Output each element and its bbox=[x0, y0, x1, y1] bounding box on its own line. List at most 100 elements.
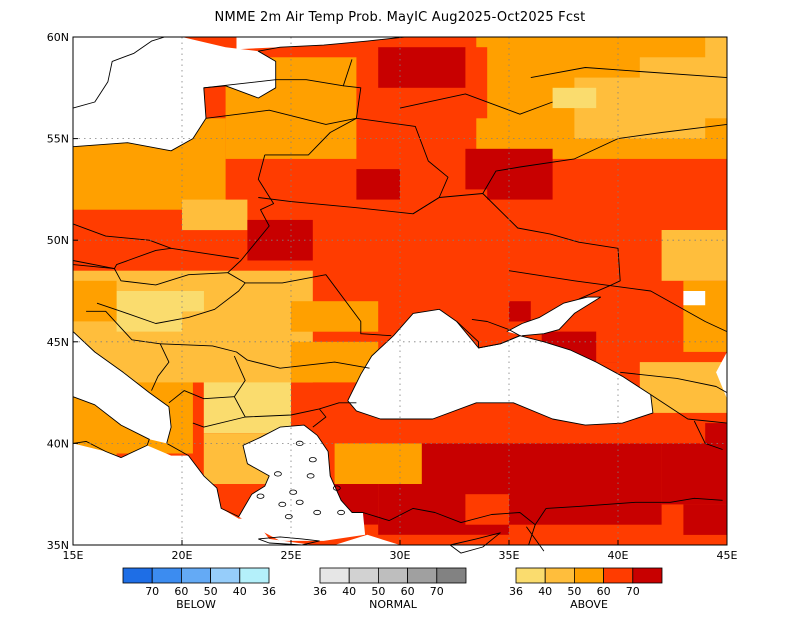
border-line bbox=[347, 308, 654, 426]
island-outline bbox=[308, 457, 317, 463]
legend-value: 70 bbox=[430, 585, 444, 598]
border-line bbox=[72, 223, 172, 249]
sea-area bbox=[73, 331, 172, 444]
border-line bbox=[205, 109, 357, 125]
probability-cell bbox=[661, 230, 727, 281]
island-outline bbox=[295, 440, 304, 446]
x-tick-label: 45E bbox=[717, 549, 738, 562]
latitude-ticks: 35N 40N 45N 50N 55N 60N bbox=[47, 31, 78, 552]
map-title: NMME 2m Air Temp Prob. MayIC Aug2025-Oct… bbox=[214, 10, 586, 25]
sea-areas bbox=[73, 37, 727, 545]
border-line bbox=[456, 318, 521, 349]
legend-below: 70 60 50 40 36 BELOW bbox=[122, 567, 276, 611]
island-outline bbox=[313, 509, 322, 516]
legend-value: 60 bbox=[597, 585, 611, 598]
legend-value: 50 bbox=[204, 585, 218, 598]
legend-value: 36 bbox=[262, 585, 276, 598]
border-line bbox=[312, 408, 327, 428]
y-tick-label: 40N bbox=[47, 437, 69, 450]
legend-swatch bbox=[239, 567, 270, 584]
border-line bbox=[316, 435, 536, 546]
sea-area bbox=[506, 297, 601, 336]
legend-swatch bbox=[544, 567, 575, 584]
legend-value: 70 bbox=[145, 585, 159, 598]
border-line bbox=[72, 331, 172, 444]
probability-cell bbox=[509, 443, 662, 525]
probability-cell bbox=[683, 504, 727, 535]
border-line bbox=[96, 282, 246, 324]
border-line bbox=[160, 343, 370, 369]
border-line bbox=[546, 497, 723, 509]
sea-area bbox=[238, 425, 366, 541]
y-tick-label: 50N bbox=[47, 234, 69, 247]
border-line bbox=[356, 117, 449, 215]
border-line bbox=[526, 526, 545, 552]
legend-above: 36 40 50 60 70 ABOVE bbox=[509, 567, 663, 611]
sea-area bbox=[347, 309, 653, 426]
probability-cell bbox=[203, 382, 291, 434]
sea-area bbox=[73, 443, 400, 545]
legend-value: 40 bbox=[233, 585, 247, 598]
border-line bbox=[530, 67, 728, 79]
legend-value: 36 bbox=[509, 585, 523, 598]
legend-normal: 36 40 50 60 70 NORMAL bbox=[313, 567, 467, 611]
legend-swatch bbox=[348, 567, 379, 584]
legend-value: 60 bbox=[174, 585, 188, 598]
y-tick-label: 60N bbox=[47, 31, 69, 44]
legend-swatch bbox=[319, 567, 350, 584]
legend-swatch bbox=[407, 567, 438, 584]
probability-cell bbox=[552, 87, 597, 109]
legend-swatch bbox=[180, 567, 211, 584]
border-line bbox=[508, 270, 728, 333]
x-tick-label: 40E bbox=[608, 549, 629, 562]
border-line bbox=[693, 420, 723, 450]
lat-lon-gridlines bbox=[73, 37, 727, 545]
border-line bbox=[258, 193, 621, 300]
border-line bbox=[620, 371, 728, 393]
probability-cell bbox=[443, 189, 488, 241]
y-tick-label: 45N bbox=[47, 336, 69, 349]
border-line bbox=[203, 79, 344, 89]
legend-swatch bbox=[574, 567, 605, 584]
island-outline bbox=[332, 485, 341, 491]
y-tick-label: 35N bbox=[47, 539, 69, 552]
border-line bbox=[72, 36, 405, 152]
legend-value: 70 bbox=[626, 585, 640, 598]
island-outline bbox=[295, 499, 304, 505]
border-line bbox=[72, 36, 165, 109]
legend-title: BELOW bbox=[176, 598, 216, 611]
legend-swatch bbox=[603, 567, 634, 584]
island-outline bbox=[278, 501, 287, 507]
legend-swatch bbox=[632, 567, 663, 584]
sea-area bbox=[236, 37, 405, 50]
legend-value: 40 bbox=[538, 585, 552, 598]
legend-swatch bbox=[151, 567, 182, 584]
border-line bbox=[399, 93, 553, 115]
x-tick-label: 30E bbox=[390, 549, 411, 562]
probability-cell bbox=[356, 169, 400, 200]
border-line bbox=[258, 536, 320, 546]
legend-value: 40 bbox=[342, 585, 356, 598]
legend-swatch bbox=[210, 567, 241, 584]
x-tick-label: 25E bbox=[281, 549, 302, 562]
legend-value: 36 bbox=[313, 585, 327, 598]
island-outline bbox=[289, 489, 298, 495]
island-outline bbox=[273, 471, 282, 477]
legend-swatch bbox=[436, 567, 467, 584]
border-line bbox=[72, 260, 228, 286]
legend-swatch bbox=[515, 567, 546, 584]
probability-cell bbox=[182, 199, 248, 231]
probability-cell bbox=[247, 219, 313, 261]
probability-cell bbox=[509, 301, 531, 322]
border-line bbox=[168, 390, 235, 404]
x-tick-label: 35E bbox=[499, 549, 520, 562]
legend-title: NORMAL bbox=[369, 598, 418, 611]
probability-cell bbox=[73, 280, 117, 322]
border-line bbox=[449, 532, 501, 554]
x-tick-label: 15E bbox=[63, 549, 84, 562]
probability-cell bbox=[291, 301, 379, 332]
border-line bbox=[72, 396, 150, 459]
border-line bbox=[534, 508, 547, 525]
